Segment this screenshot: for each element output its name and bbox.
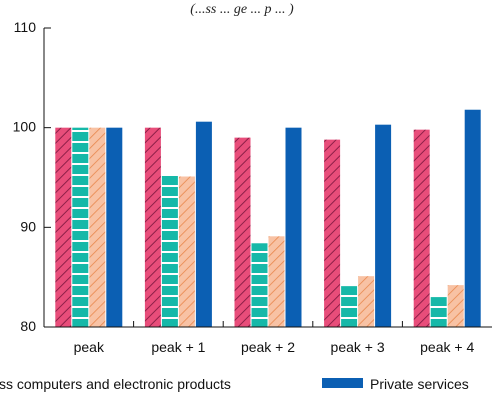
bar-series-4-peak-+-3: [375, 124, 392, 328]
bar-series-2-peak: [72, 127, 89, 327]
bar-series-1-peak: [55, 127, 72, 327]
legend-label-series-3: ss computers and electronic products: [0, 376, 231, 392]
x-tick-label: peak + 2: [241, 339, 295, 355]
y-tick-label: 110: [14, 19, 37, 35]
bar-series-3-peak-+-2: [268, 236, 285, 327]
y-tick-label: 100: [13, 119, 37, 135]
x-tick-label: peak + 4: [420, 339, 474, 355]
x-tick-label: peak: [74, 339, 105, 355]
bar-series-1-peak-+-4: [413, 129, 430, 327]
y-tick-label: 90: [20, 218, 36, 234]
bar-series-3-peak-+-1: [178, 176, 195, 327]
plot-area: [55, 109, 481, 328]
bar-series-2-peak-+-3: [341, 286, 358, 327]
legend-label-private-services: Private services: [370, 376, 469, 392]
bar-series-1-peak-+-1: [144, 127, 161, 327]
x-tick-label: peak + 3: [331, 339, 385, 355]
x-tick-label: peak + 1: [151, 339, 205, 355]
legend-swatch-private-services: [322, 378, 363, 388]
bar-series-1-peak-+-2: [234, 137, 251, 327]
y-tick-label: 80: [20, 318, 36, 334]
legend: ss computers and electronic products Priv…: [0, 376, 469, 392]
bar-series-2-peak-+-4: [430, 297, 447, 327]
bar-series-4-peak-+-1: [195, 121, 212, 327]
bar-series-2-peak-+-1: [161, 175, 178, 327]
bar-series-3-peak-+-3: [358, 276, 375, 327]
bar-series-4-peak-+-2: [285, 127, 302, 327]
bar-series-1-peak-+-3: [324, 139, 341, 327]
bar-series-4-peak: [106, 127, 123, 327]
bar-series-3-peak-+-4: [447, 285, 464, 327]
axes: 80 90 100 110 peak peak + 1 peak + 2 peak + 3 pe…: [13, 19, 492, 355]
bar-series-2-peak-+-2: [251, 243, 268, 327]
chart-subtitle: (...ss ... ge ... p ... ): [190, 2, 294, 17]
bar-series-4-peak-+-4: [464, 109, 481, 327]
bar-series-3-peak: [89, 127, 106, 327]
